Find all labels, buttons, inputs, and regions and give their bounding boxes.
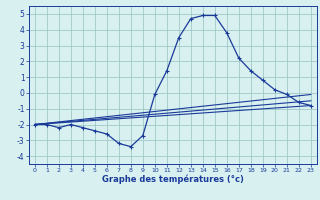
X-axis label: Graphe des températures (°c): Graphe des températures (°c) — [102, 175, 244, 184]
